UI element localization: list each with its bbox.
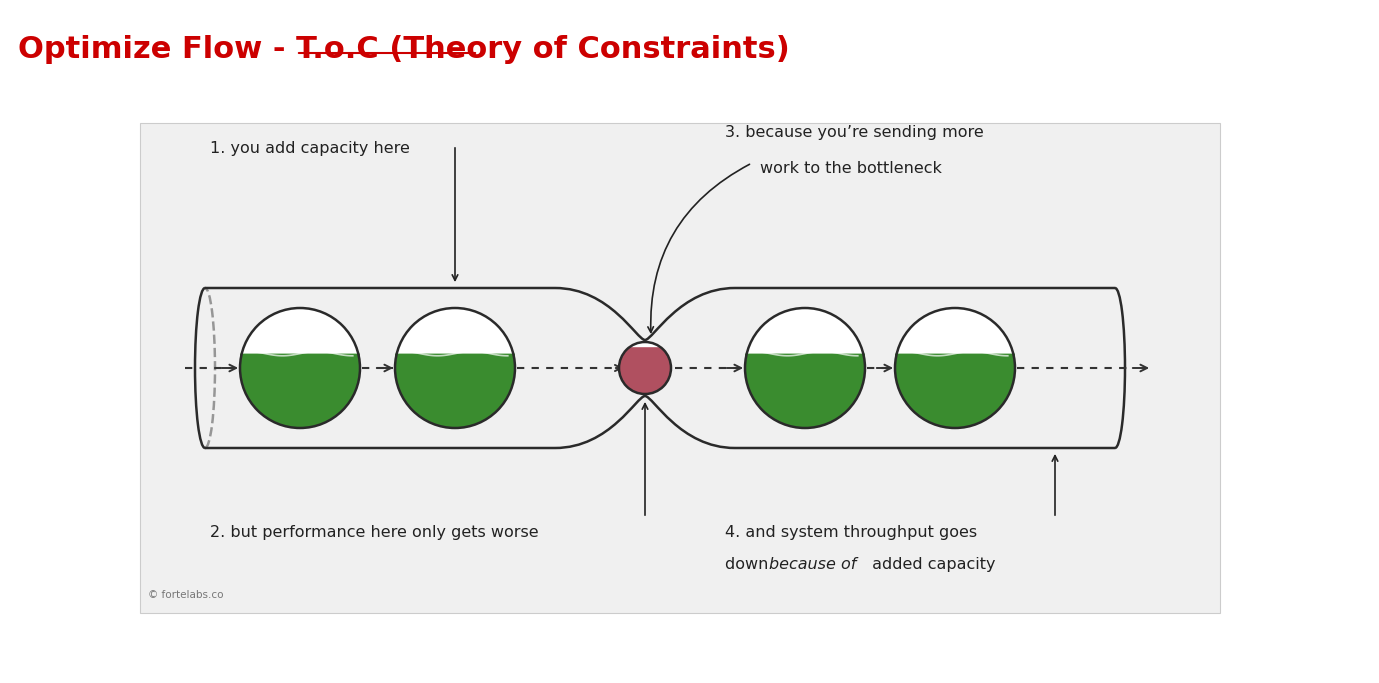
FancyBboxPatch shape	[141, 123, 1220, 613]
Text: 2. but performance here only gets worse: 2. but performance here only gets worse	[210, 525, 539, 540]
Text: 3. because you’re sending more: 3. because you’re sending more	[725, 125, 983, 140]
Circle shape	[619, 342, 672, 394]
Polygon shape	[394, 354, 514, 428]
Text: added capacity: added capacity	[867, 557, 996, 572]
Text: 4. and system throughput goes: 4. and system throughput goes	[725, 525, 978, 540]
Text: © fortelabs.co: © fortelabs.co	[148, 590, 223, 600]
Polygon shape	[240, 354, 360, 428]
Circle shape	[745, 308, 865, 428]
Polygon shape	[619, 347, 672, 394]
Text: work to the bottleneck: work to the bottleneck	[760, 161, 942, 176]
Text: down: down	[725, 557, 774, 572]
Circle shape	[895, 308, 1015, 428]
Polygon shape	[745, 354, 865, 428]
Circle shape	[240, 308, 360, 428]
Polygon shape	[895, 354, 1015, 428]
Circle shape	[394, 308, 514, 428]
Text: Optimize Flow - T.o.C (Theory of Constraints): Optimize Flow - T.o.C (Theory of Constra…	[18, 35, 790, 64]
Text: 1. you add capacity here: 1. you add capacity here	[210, 141, 410, 156]
Text: because of: because of	[769, 557, 856, 572]
